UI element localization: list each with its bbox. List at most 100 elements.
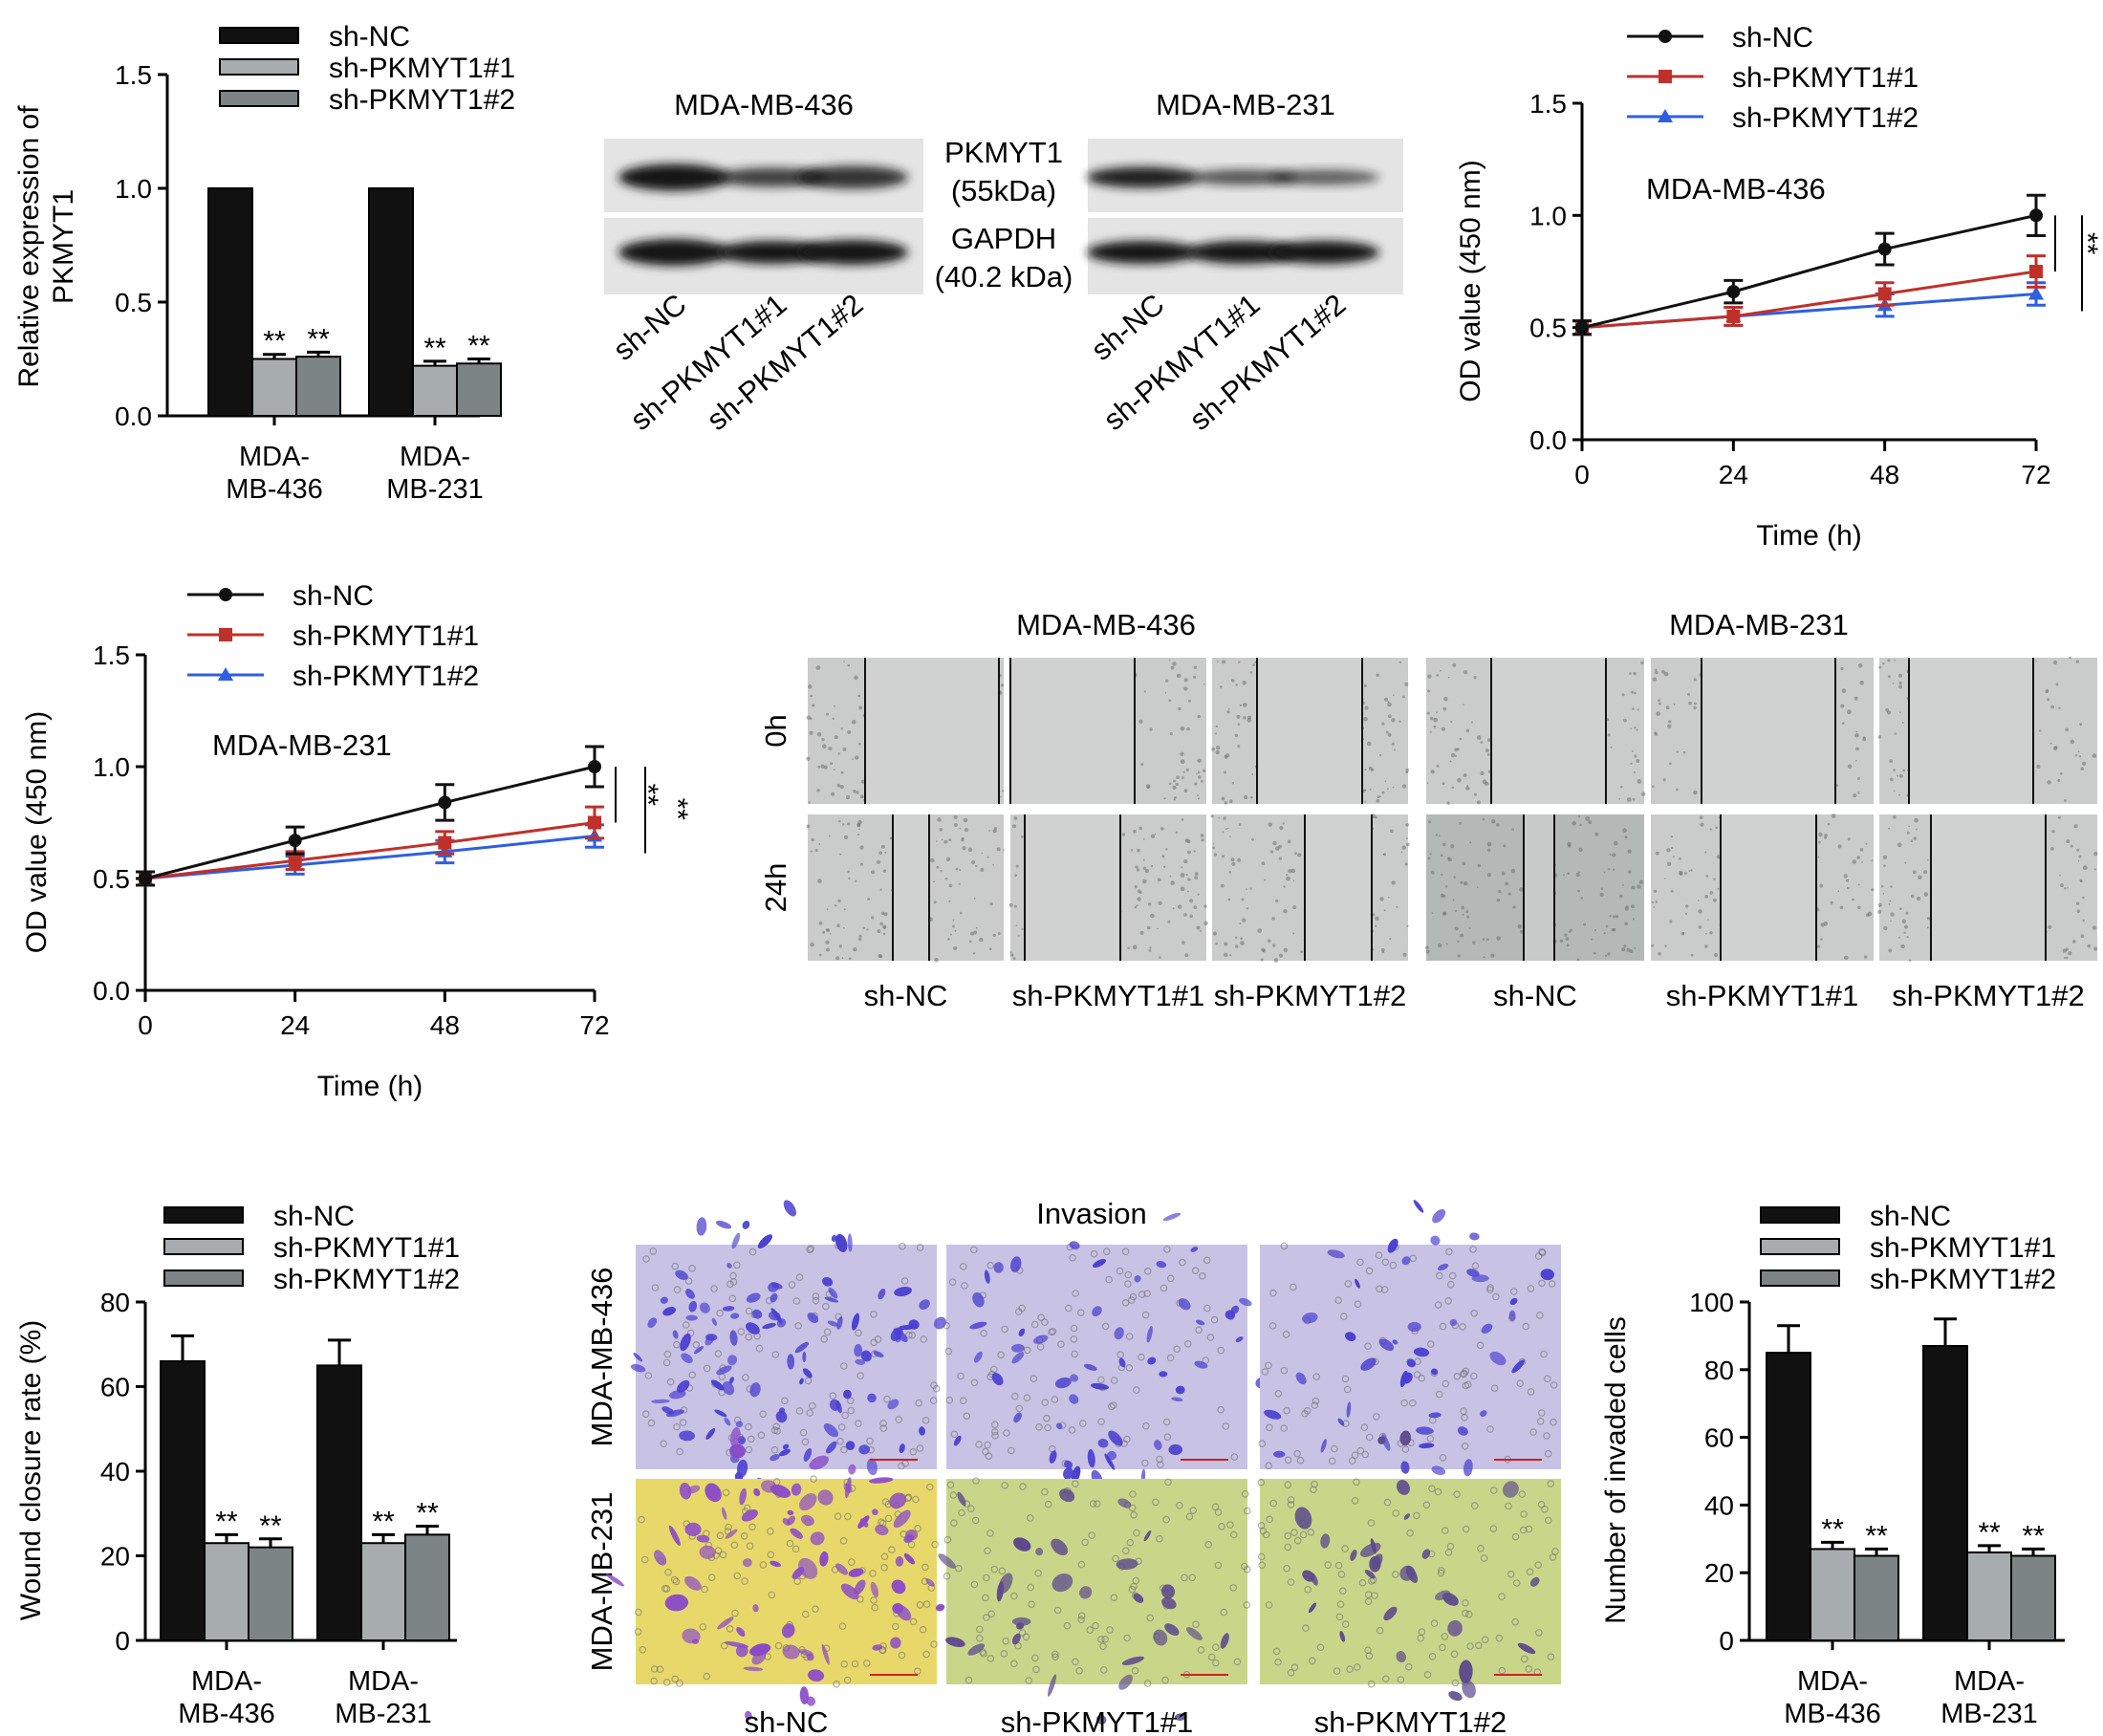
cell-speck [1855, 759, 1857, 762]
membrane-pore [1535, 1629, 1543, 1637]
membrane-pore [644, 1372, 653, 1379]
membrane-pore [1486, 1284, 1494, 1291]
cell-speck [1890, 920, 1892, 922]
cell-speck [941, 838, 943, 841]
membrane-pore [733, 1261, 741, 1269]
cell-speck [1910, 839, 1914, 842]
stained-cell [1345, 1332, 1356, 1342]
membrane-pore [1356, 1258, 1364, 1267]
y-tick-label: 40 [100, 1457, 130, 1486]
cell-speck [1443, 696, 1448, 702]
cell-speck [1482, 938, 1485, 941]
membrane-pore [688, 1265, 696, 1272]
membrane-pore [955, 1564, 963, 1573]
cell-speck [959, 911, 963, 915]
membrane-pore [1217, 1346, 1225, 1355]
cell-speck [1442, 912, 1446, 916]
cell-speck [1272, 840, 1277, 846]
cell-speck [989, 947, 992, 950]
membrane-pore [671, 1262, 680, 1270]
membrane-pore [1550, 1381, 1558, 1389]
stained-cell [840, 1583, 859, 1600]
stained-cell [778, 1448, 791, 1457]
stained-cell [717, 1617, 734, 1630]
membrane-pore [1461, 1414, 1468, 1421]
cell-speck [1238, 823, 1242, 826]
cell-speck [1620, 785, 1623, 789]
membrane-pore [1527, 1285, 1535, 1292]
stained-cell [705, 1428, 716, 1440]
cell-speck [1486, 873, 1491, 878]
cell-speck [854, 675, 858, 681]
cell-speck [1679, 857, 1681, 860]
membrane-pore [799, 1428, 808, 1437]
cell-speck [1567, 872, 1571, 875]
legend-label: sh-NC [1870, 1201, 1951, 1232]
cell-speck [1459, 737, 1463, 741]
membrane-pore [714, 1350, 723, 1357]
cell-speck [833, 769, 835, 770]
cell-speck [1147, 925, 1151, 930]
membrane-pore [855, 1420, 862, 1427]
cell-speck [1140, 763, 1144, 767]
stained-cell [800, 1514, 814, 1526]
cell-speck [856, 823, 861, 827]
membrane-pore [1133, 1386, 1140, 1394]
cell-speck [1364, 800, 1367, 803]
cell-speck [940, 870, 943, 873]
blot-protein-label: PKMYT1 [944, 136, 1063, 169]
membrane-pore [791, 1545, 800, 1553]
cell-speck [1425, 945, 1429, 950]
membrane-pore [1023, 1394, 1031, 1402]
membrane-pore [888, 1546, 896, 1554]
cell-speck [1143, 838, 1145, 840]
stained-cell [724, 1417, 731, 1426]
membrane-pore [1022, 1633, 1030, 1641]
stained-cell [630, 1363, 646, 1373]
membrane-pore [1053, 1606, 1062, 1615]
membrane-pore [958, 1508, 965, 1517]
membrane-pore [856, 1372, 864, 1379]
cell-speck [1292, 932, 1295, 935]
cell-speck [1146, 786, 1150, 790]
membrane-pore [1204, 1540, 1213, 1549]
stained-cell [729, 1426, 741, 1447]
cell-speck [823, 765, 828, 770]
cell-speck [2057, 815, 2061, 819]
stained-cell [1049, 1450, 1057, 1464]
cell-speck [859, 862, 864, 866]
stained-cell [1430, 1235, 1441, 1246]
cell-speck [1466, 785, 1468, 787]
cell-speck [1631, 904, 1635, 909]
cell-speck [1469, 841, 1472, 844]
cell-speck [959, 827, 962, 830]
cell-speck [1189, 899, 1194, 903]
stained-cell [710, 1379, 725, 1391]
membrane-pore [976, 1625, 984, 1634]
membrane-pore [840, 1660, 848, 1668]
cell-speck [2080, 767, 2084, 770]
cell-speck [1878, 905, 1881, 908]
cell-speck [970, 931, 974, 936]
cell-speck [1605, 924, 1609, 928]
membrane-pore [1438, 1567, 1445, 1574]
membrane-pore [1189, 1507, 1198, 1514]
stained-cell [693, 1346, 705, 1355]
cell-speck [1898, 681, 1902, 685]
category-label: MB-231 [386, 474, 484, 505]
membrane-pore [1086, 1626, 1095, 1634]
membrane-pore [1450, 1650, 1459, 1659]
cell-speck [1236, 714, 1241, 719]
cell-speck [1698, 909, 1702, 914]
cell-speck [2070, 844, 2073, 848]
membrane-pore [807, 1245, 815, 1253]
stained-cell [1294, 1507, 1312, 1530]
cell-speck [1226, 710, 1230, 714]
cell-speck [851, 720, 856, 725]
membrane-pore [1462, 1381, 1470, 1390]
cell-speck [1168, 782, 1172, 786]
cell-speck [816, 789, 820, 792]
membrane-pore [1405, 1662, 1413, 1671]
y-tick-label: 1.5 [115, 60, 152, 90]
